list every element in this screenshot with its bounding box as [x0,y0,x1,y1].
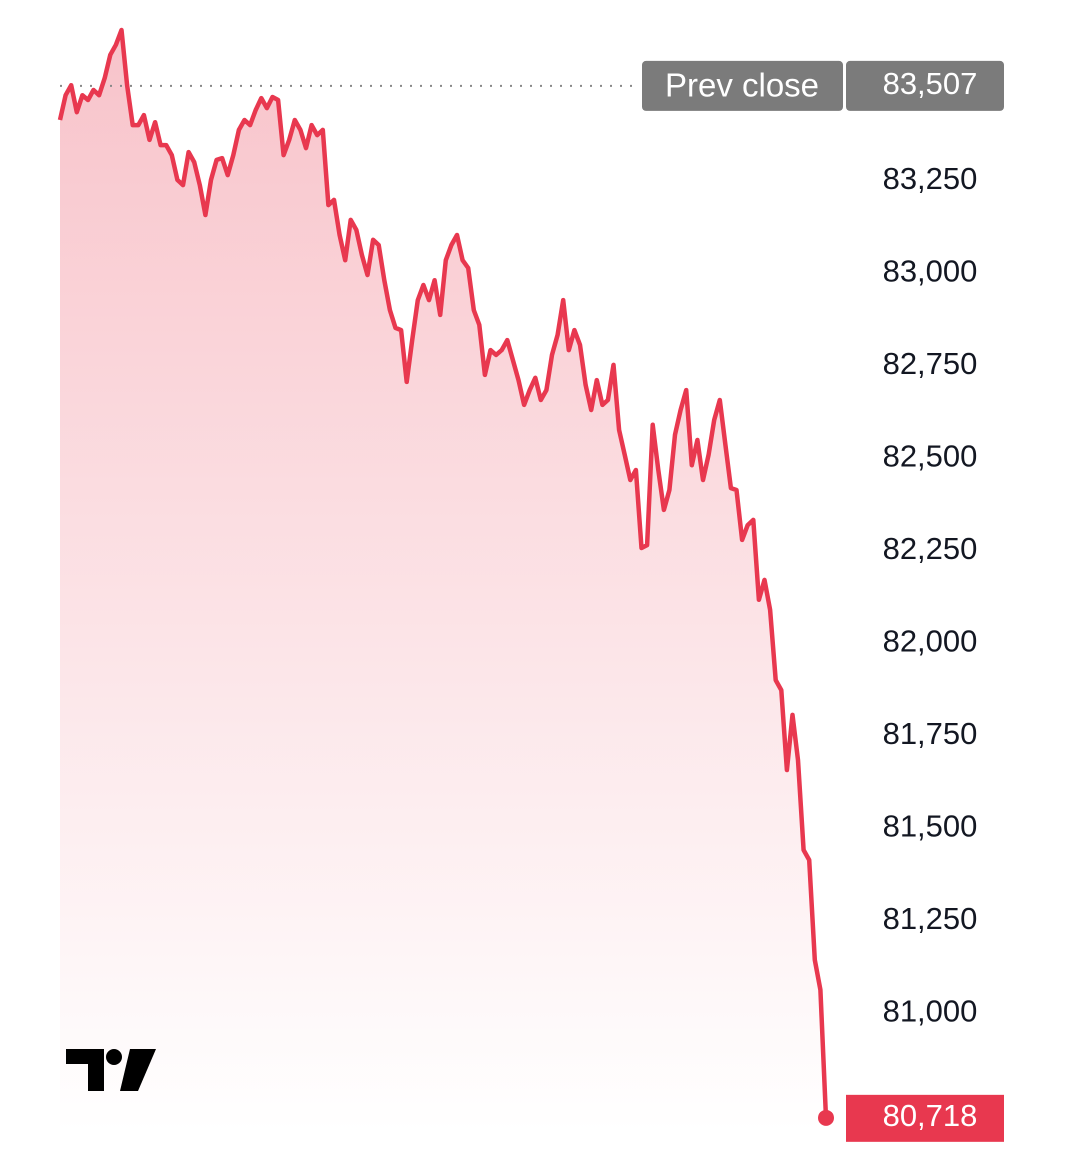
prev-close-value-box [846,60,1004,111]
last-point [818,1109,834,1126]
area-fill [60,30,826,1132]
prev-close-label: Prev close [665,67,819,104]
price-line [57,27,829,1118]
prev-close-box [642,60,843,111]
y-tick-label: 81,250 [883,901,978,936]
y-tick-label: 82,500 [883,439,978,474]
y-tick-label: 81,500 [883,809,978,844]
last-value-label: 80,718 [883,1098,978,1133]
y-tick-label: 82,000 [883,624,978,659]
y-tick-label: 81,750 [883,716,978,751]
prev-close-value: 83,507 [883,66,978,101]
y-tick-label: 82,750 [883,346,978,381]
y-tick-label: 83,000 [883,254,978,289]
y-tick-label: 81,000 [883,994,978,1029]
last-value-box [846,1094,1004,1142]
y-tick-label: 83,250 [883,161,978,196]
tradingview-logo [66,1049,156,1091]
y-tick-label: 82,250 [883,531,978,566]
